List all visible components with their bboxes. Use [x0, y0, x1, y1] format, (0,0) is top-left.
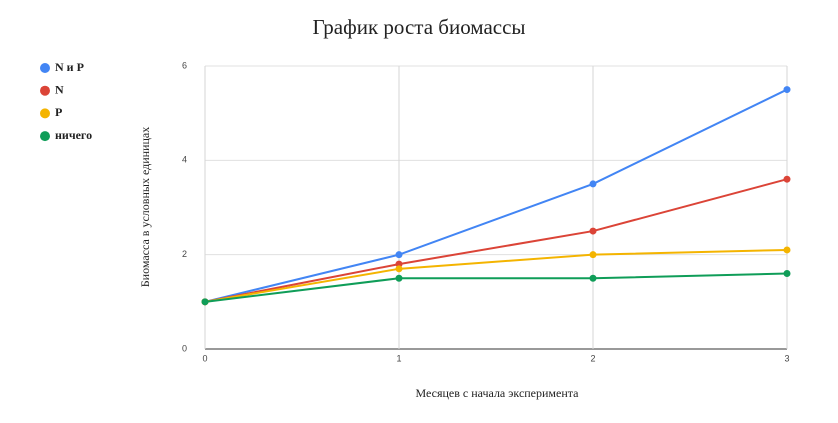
data-point	[589, 227, 597, 235]
legend-marker	[40, 108, 50, 119]
data-point	[589, 274, 597, 282]
legend-label: ничего	[55, 128, 92, 142]
y-axis-label: Биомасса в условных единицах	[138, 127, 152, 287]
y-tick-label: 2	[182, 249, 187, 259]
y-tick-label: 6	[182, 60, 187, 70]
y-tick-label: 0	[182, 343, 187, 353]
y-tick-label: 4	[182, 155, 187, 165]
x-tick-label: 0	[202, 353, 207, 363]
data-point	[589, 180, 597, 188]
legend-label: N	[55, 82, 64, 96]
series-line	[204, 248, 788, 303]
legend-marker	[40, 131, 50, 142]
x-tick-label: 1	[396, 353, 401, 363]
chart-title: График роста биомассы	[312, 15, 525, 39]
data-point	[783, 175, 791, 183]
data-point	[201, 298, 209, 306]
data-point	[589, 251, 597, 259]
series-line	[204, 272, 788, 303]
x-axis-label: Месяцев с начала эксперимента	[415, 386, 579, 400]
legend-label: N и P	[55, 60, 84, 74]
data-point	[395, 265, 403, 273]
x-tick-label: 3	[784, 353, 789, 363]
legend-label: P	[55, 105, 62, 119]
legend-marker	[40, 85, 50, 96]
legend-marker	[40, 63, 50, 73]
x-tick-label: 2	[590, 353, 595, 363]
data-point	[783, 270, 791, 278]
data-point	[395, 251, 403, 259]
series-line	[204, 178, 788, 303]
data-point	[783, 86, 791, 94]
data-point	[395, 274, 403, 282]
data-point	[783, 246, 791, 254]
series-line	[204, 88, 788, 303]
